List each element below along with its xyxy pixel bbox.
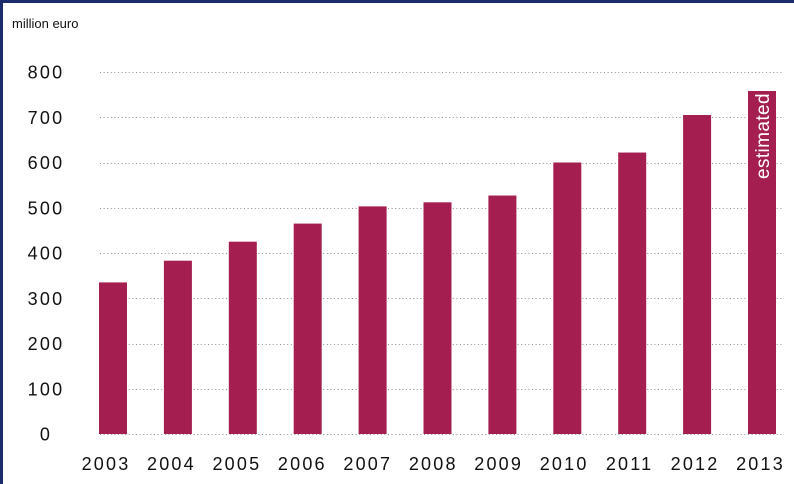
y-tick-label: 300: [28, 289, 65, 309]
bar-2003: [99, 282, 127, 434]
bar-2006: [293, 223, 322, 434]
bars: [99, 91, 776, 435]
bar-2004: [163, 260, 192, 434]
y-tick-label: 500: [28, 198, 65, 218]
estimated-annotation: estimated: [753, 93, 774, 179]
x-axis-tick-labels: 2003 2004 2005 2006 2007 2008 2009 2010 2011 2012…: [82, 454, 785, 474]
x-tick-label: 2010: [540, 454, 589, 474]
x-tick-label: 2009: [474, 454, 523, 474]
bar-2012: [683, 114, 712, 435]
bar-2011: [618, 152, 647, 435]
x-tick-label: 2005: [212, 454, 261, 474]
y-tick-label: 400: [28, 244, 65, 264]
y-axis-unit-label: million euro: [12, 16, 79, 31]
bar-2009: [488, 195, 517, 434]
bar-2007: [358, 206, 387, 434]
y-tick-label: 0: [40, 425, 52, 445]
bar-2008: [423, 202, 452, 434]
y-tick-label: 800: [28, 63, 65, 83]
x-tick-label: 2007: [343, 454, 392, 474]
y-axis-tick-labels: 0 100 200 300 400 500 600 700 800: [28, 63, 65, 445]
y-tick-label: 100: [28, 379, 65, 399]
bar-2013: [748, 91, 776, 434]
annotations: estimated: [753, 93, 774, 179]
y-tick-label: 700: [28, 108, 65, 128]
x-tick-label: 2012: [671, 454, 720, 474]
x-tick-label: 2013: [736, 454, 785, 474]
x-tick-label: 2011: [606, 454, 654, 474]
y-tick-label: 200: [28, 334, 65, 354]
x-tick-label: 2004: [147, 454, 196, 474]
x-tick-label: 2006: [278, 454, 327, 474]
bar-2010: [553, 162, 582, 434]
x-tick-label: 2003: [82, 454, 131, 474]
y-tick-label: 600: [28, 153, 65, 173]
x-tick-label: 2008: [409, 454, 458, 474]
bar-2005: [228, 241, 257, 434]
